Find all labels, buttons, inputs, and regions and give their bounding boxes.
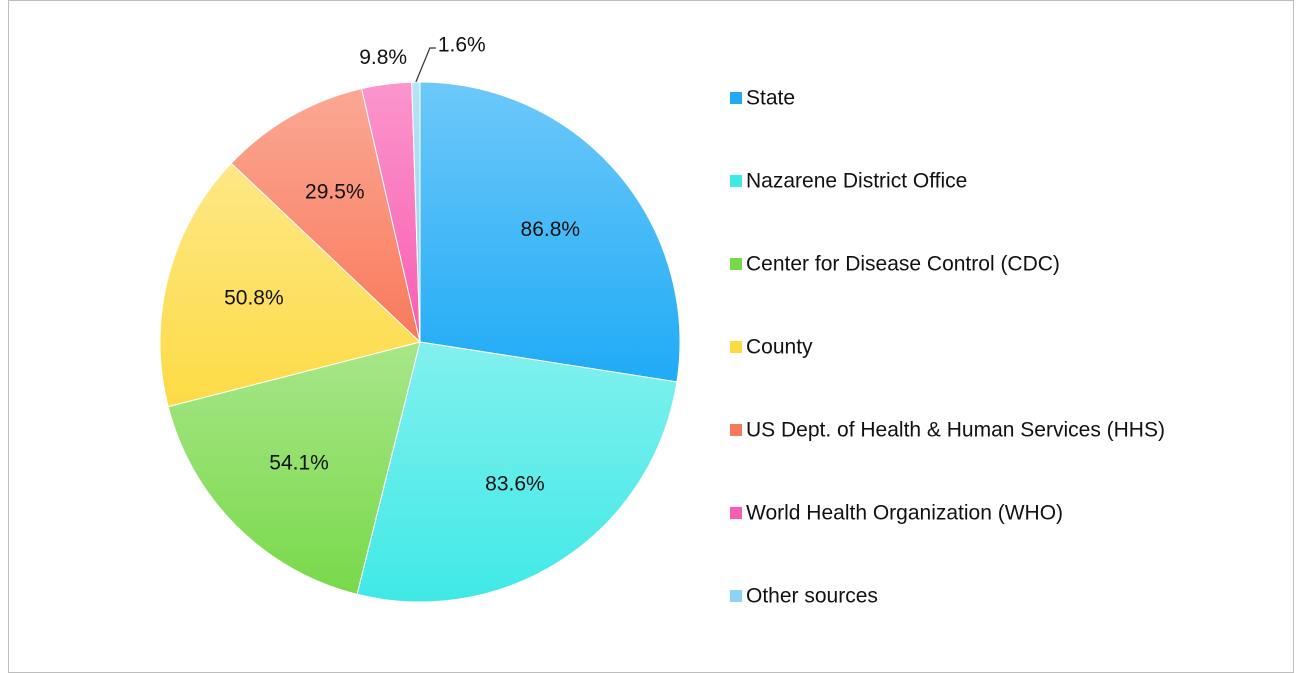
legend-label: State xyxy=(746,87,795,110)
legend-swatch xyxy=(730,424,742,436)
leader-line xyxy=(415,47,436,83)
legend-swatch xyxy=(730,507,742,519)
slice-shine xyxy=(357,342,677,602)
pie: 86.8% 83.6% 54.1% 50.8% 29.5% 9.8% 1.6% xyxy=(159,34,681,603)
legend-label: Center for Disease Control (CDC) xyxy=(746,253,1060,276)
legend-swatch xyxy=(730,258,742,270)
slice-shine xyxy=(168,342,420,595)
data-label: 54.1% xyxy=(269,451,329,474)
data-label: 50.8% xyxy=(224,287,284,310)
data-label: 86.8% xyxy=(521,218,581,241)
data-label: 9.8% xyxy=(359,46,407,69)
slice-shine xyxy=(160,163,420,407)
legend-label: US Dept. of Health & Human Services (HHS… xyxy=(746,419,1165,442)
slice-shine xyxy=(231,88,420,343)
slice-shine xyxy=(420,82,681,382)
legend-label: World Health Organization (WHO) xyxy=(746,502,1063,525)
slice-shine xyxy=(411,82,420,342)
legend-label: Other sources xyxy=(746,585,878,608)
legend-label: Nazarene District Office xyxy=(746,170,967,193)
slice-shine xyxy=(361,82,420,342)
legend-swatch xyxy=(730,341,742,353)
legend-swatch xyxy=(730,92,742,104)
legend-label: County xyxy=(746,336,813,359)
data-label: 1.6% xyxy=(438,34,486,57)
data-label: 29.5% xyxy=(305,181,365,204)
data-label: 83.6% xyxy=(485,472,545,495)
legend-swatch xyxy=(730,175,742,187)
legend: State Nazarene District Office Center for … xyxy=(730,87,1165,608)
legend-swatch xyxy=(730,590,742,602)
